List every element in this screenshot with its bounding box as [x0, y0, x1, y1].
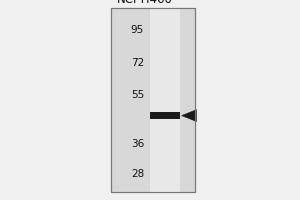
Text: 95: 95: [131, 25, 144, 35]
Bar: [150, 112, 180, 119]
Text: 28: 28: [131, 169, 144, 179]
Bar: [111, 8, 195, 192]
Text: 55: 55: [131, 90, 144, 100]
Text: NCI-H460: NCI-H460: [117, 0, 173, 6]
Polygon shape: [182, 110, 196, 122]
Bar: [150, 8, 180, 192]
Text: 36: 36: [131, 139, 144, 149]
Bar: [111, 8, 195, 192]
Text: 72: 72: [131, 58, 144, 68]
